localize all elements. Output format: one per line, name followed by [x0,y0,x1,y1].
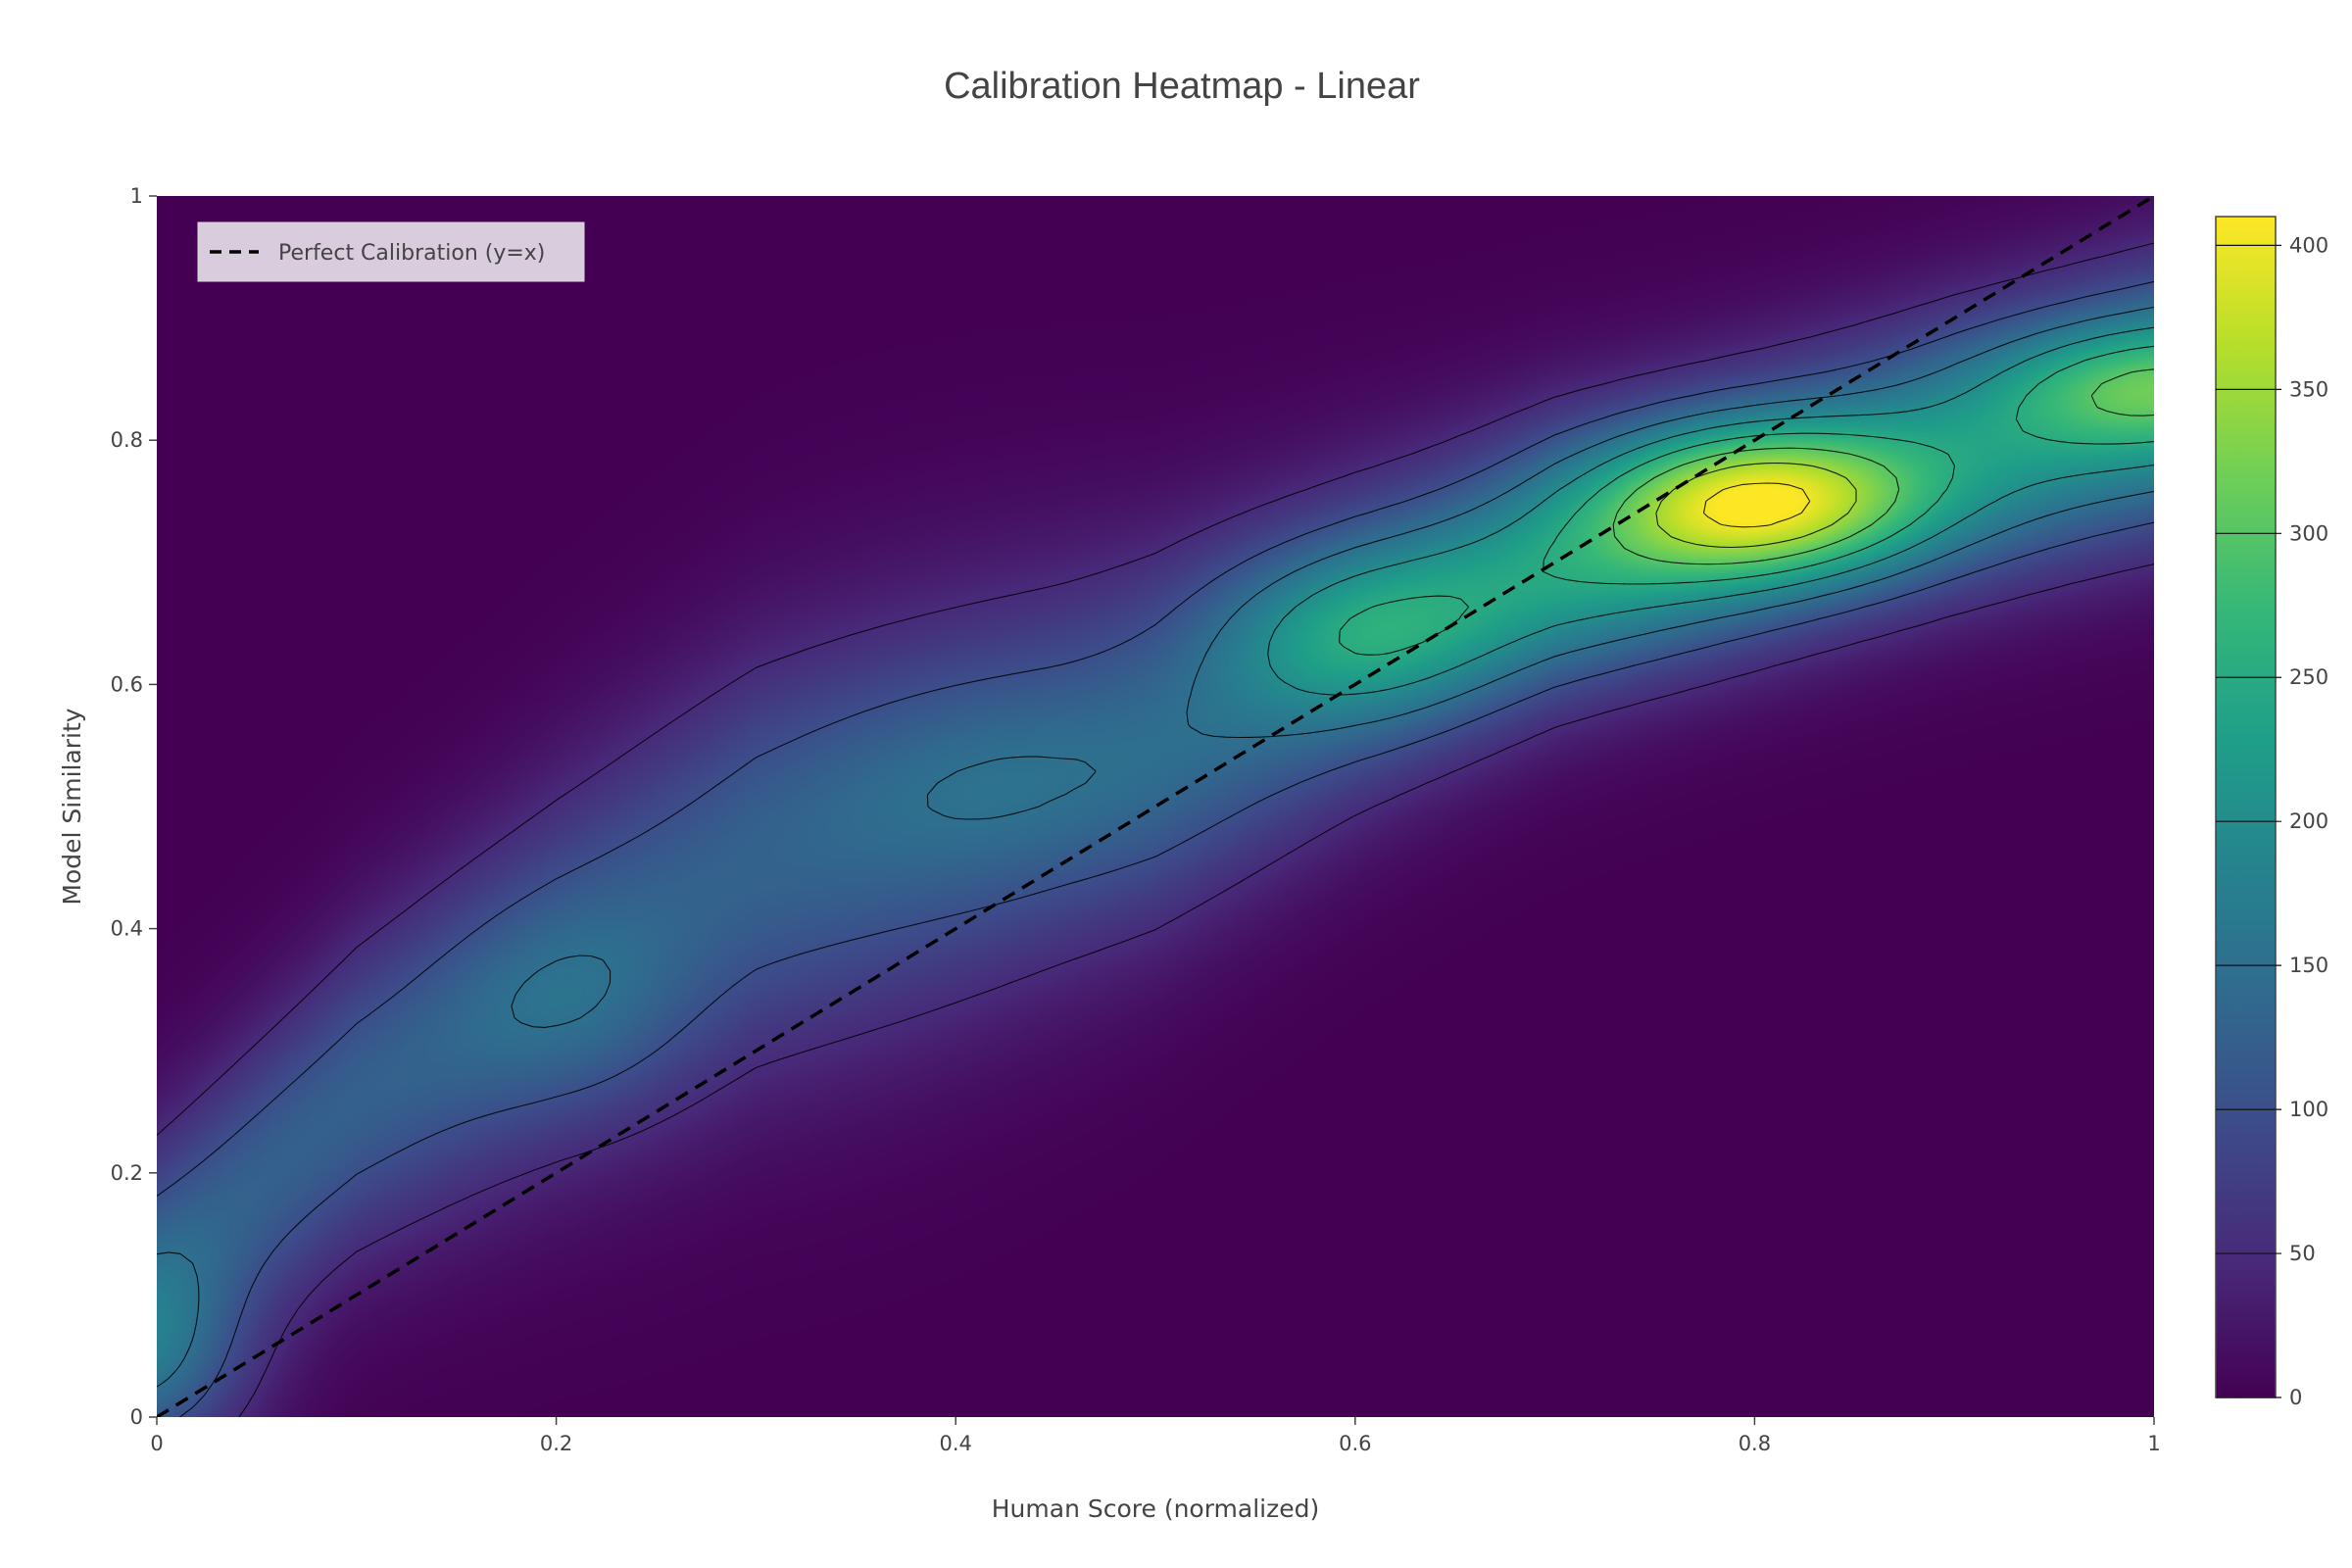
x-axis: 0 0.2 0.4 0.6 0.8 1 [150,1417,2161,1455]
contour-line-250 [1339,345,2154,656]
legend-entry-perfect-calibration: Perfect Calibration (y=x) [278,241,545,266]
contour-line-50 [157,242,2154,1417]
x-tick-label: 0.6 [1339,1432,1371,1455]
colorbar: 0 50 100 150 200 250 300 350 400 [2215,216,2328,1409]
colorbar-tick-label: 300 [2289,521,2328,545]
y-tick-label: 0 [130,1405,143,1429]
plot-area [157,196,2154,1417]
colorbar-tick-label: 150 [2289,954,2328,977]
colorbar-gradient [2215,216,2277,1398]
x-tick-label: 0.2 [540,1432,572,1455]
y-axis-label: Model Similarity [58,708,86,905]
chart-title: Calibration Heatmap - Linear [944,66,1420,107]
y-tick-label: 1 [130,184,143,208]
y-tick-label: 0.8 [111,428,143,452]
colorbar-tick-label: 400 [2289,233,2328,257]
colorbar-tick-label: 350 [2289,377,2328,401]
x-tick-label: 0.8 [1739,1432,1771,1455]
colorbar-tick-label: 200 [2289,809,2328,833]
legend: Perfect Calibration (y=x) [197,221,585,282]
contour-line-100 [157,280,2154,1417]
y-tick-label: 0.6 [111,672,143,696]
y-tick-label: 0.2 [111,1161,143,1185]
y-tick-label: 0.4 [111,917,143,941]
colorbar-tick-label: 50 [2289,1242,2316,1265]
colorbar-tick-label: 0 [2289,1386,2302,1409]
contour-line-300 [1612,368,2154,565]
x-tick-label: 1 [2147,1432,2160,1455]
perfect-calibration-line [157,196,2154,1417]
legend-box [197,221,585,282]
contour-line-200 [1267,326,2154,696]
contour-lines [157,242,2154,1417]
contour-line-150 [157,306,2154,1388]
contour-line-400 [1702,482,1811,528]
x-tick-label: 0 [150,1432,163,1455]
colorbar-tick-label: 250 [2289,665,2328,689]
x-tick-label: 0.4 [939,1432,971,1455]
colorbar-tick-label: 100 [2289,1098,2328,1121]
x-axis-label: Human Score (normalized) [992,1494,1320,1523]
colorbar-ticks: 0 50 100 150 200 250 300 350 400 [2216,233,2328,1409]
y-axis: 0 0.2 0.4 0.6 0.8 1 [111,184,157,1429]
